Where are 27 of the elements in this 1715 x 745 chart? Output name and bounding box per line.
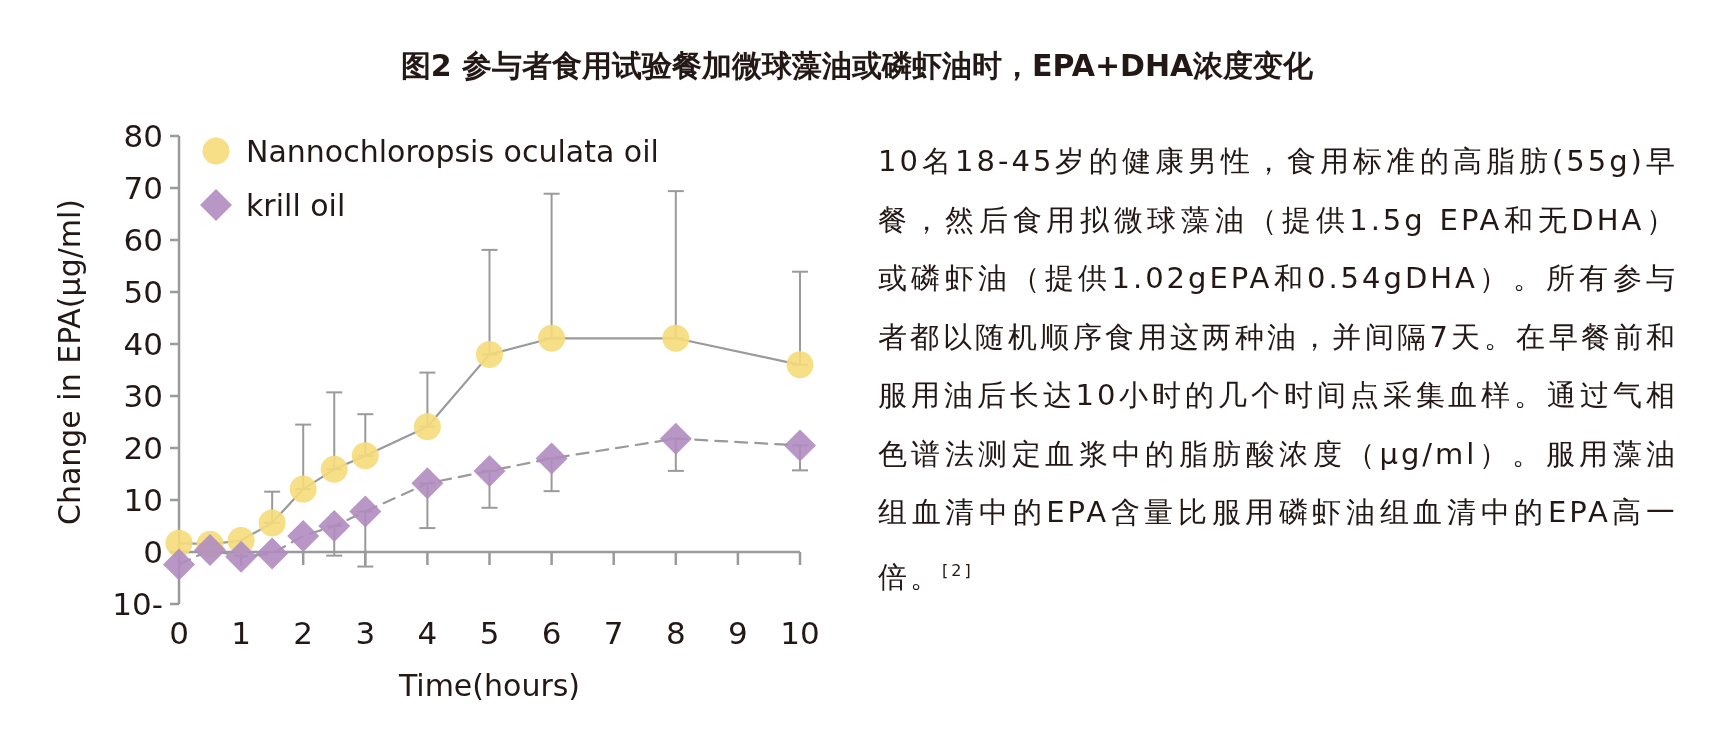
x-tick-label: 4	[417, 615, 438, 651]
y-tick-label: 30	[123, 378, 163, 414]
x-axis-title: Time(hours)	[397, 668, 581, 703]
x-tick-label: 9	[728, 615, 748, 651]
x-tick-label: 3	[355, 615, 376, 651]
legend-label: Nannochloropsis oculata oil	[246, 134, 659, 169]
y-tick-label: 40	[123, 326, 163, 362]
y-tick-label: 70	[123, 170, 163, 206]
x-tick-label: 2	[293, 615, 314, 651]
x-tick-label: 8	[665, 615, 686, 651]
y-tick-label: 80	[123, 118, 163, 154]
y-tick-label: 10-	[112, 586, 163, 622]
y-tick-label: 60	[123, 222, 163, 258]
x-tick-label: 10	[780, 615, 820, 651]
x-tick-label: 7	[603, 615, 624, 651]
y-tick-label: 10	[123, 482, 163, 518]
x-tick-label: 1	[231, 615, 251, 651]
text: 10名18-45岁的健康男性，食用标准的高脂肪(55g)早餐，然后食用拟微球藻油（提供1.5g EPA和无DHA）或磷虾油（提供1.02gEPA和0.54gDHA）。所有参与者都以随机顺序食用这两种油，并间隔7天。在早餐前和服用油后长达10小时的几个时间点采集血样。通过气相色谱法测定血浆中的脂肪酸浓度（μg/ml）。服用藻油组血清中的EPA含量比服用磷虾油组血清中的EPA高一倍。$^{[2]}$	[878, 144, 1678, 594]
x-tick-label: 0	[169, 615, 189, 651]
y-axis-title: Change in EPA(μg/ml)	[52, 198, 87, 526]
y-tick-label: 0	[143, 534, 163, 570]
legend-label: krill oil	[246, 188, 346, 223]
x-tick-label: 6	[541, 615, 562, 651]
y-tick-label: 50	[123, 274, 163, 310]
x-tick-label: 5	[479, 615, 500, 651]
chart-title: 图2 参与者食用试验餐加微球藻油或磷虾油时，EPA+DHA浓度变化	[400, 48, 1315, 83]
y-tick-label: 20	[123, 430, 163, 466]
